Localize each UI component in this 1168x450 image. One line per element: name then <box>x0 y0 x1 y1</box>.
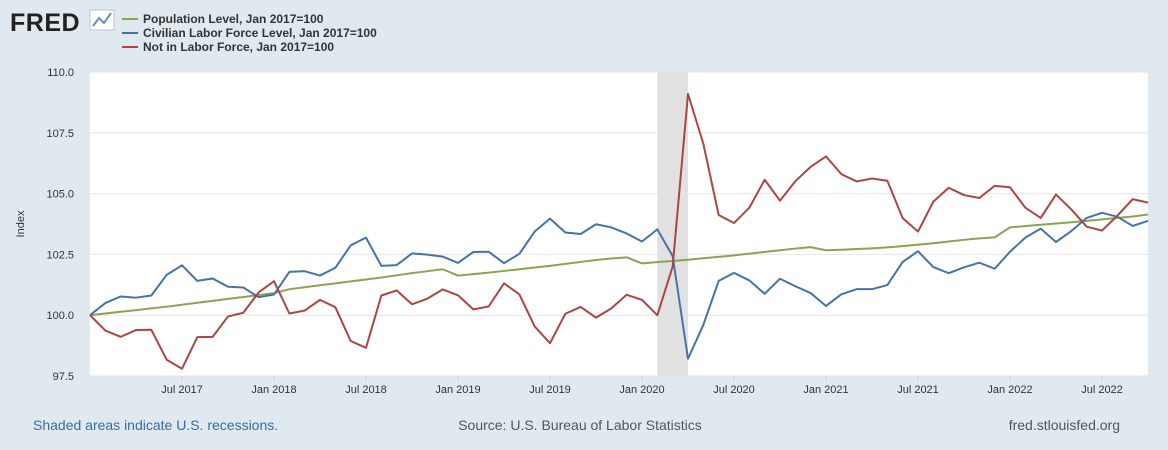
x-tick-label: Jan 2021 <box>803 384 848 396</box>
x-tick-label: Jan 2018 <box>251 384 296 396</box>
fred-logo[interactable]: FRED <box>10 9 80 37</box>
x-tick-label: Jul 2018 <box>345 384 387 396</box>
y-tick-label: 110.0 <box>47 67 74 79</box>
y-axis: 97.5 100.0 102.5 105.0 107.5 110.0 <box>46 67 74 383</box>
y-tick-label: 107.5 <box>46 128 74 140</box>
plot-area <box>90 72 1148 376</box>
chart-logo-icon <box>89 9 115 31</box>
x-tick-label: Jan 2022 <box>987 384 1032 396</box>
x-axis: Jul 2017 Jan 2018 Jul 2018 Jan 2019 Jul 2019… <box>161 376 1123 396</box>
x-tick-label: Jan 2020 <box>619 384 664 396</box>
y-tick-label: 97.5 <box>53 371 74 383</box>
x-tick-label: Jul 2021 <box>897 384 939 396</box>
recession-note-link[interactable]: Shaded areas indicate U.S. recessions. <box>33 417 278 433</box>
x-tick-label: Jul 2017 <box>161 384 203 396</box>
x-tick-label: Jul 2019 <box>529 384 571 396</box>
legend-label-not_in_labor_force: Not in Labor Force, Jan 2017=100 <box>143 40 334 54</box>
grid <box>90 71 1148 377</box>
y-axis-title: Index <box>15 210 27 237</box>
y-tick-label: 102.5 <box>46 249 74 261</box>
legend-label-population: Population Level, Jan 2017=100 <box>143 12 324 26</box>
site-link[interactable]: fred.stlouisfed.org <box>1009 417 1120 433</box>
series-line-not_in_labor_force <box>89 92 1149 370</box>
source-text: Source: U.S. Bureau of Labor Statistics <box>458 417 702 433</box>
series-layer <box>89 92 1149 370</box>
series-line-labor_force <box>89 211 1149 360</box>
x-tick-label: Jul 2020 <box>713 384 755 396</box>
series-line-population <box>89 213 1149 317</box>
y-tick-label: 100.0 <box>46 310 74 322</box>
x-tick-label: Jul 2022 <box>1081 384 1123 396</box>
y-tick-label: 105.0 <box>46 189 74 201</box>
legend-label-labor_force: Civilian Labor Force Level, Jan 2017=100 <box>143 26 377 40</box>
x-tick-label: Jan 2019 <box>435 384 480 396</box>
